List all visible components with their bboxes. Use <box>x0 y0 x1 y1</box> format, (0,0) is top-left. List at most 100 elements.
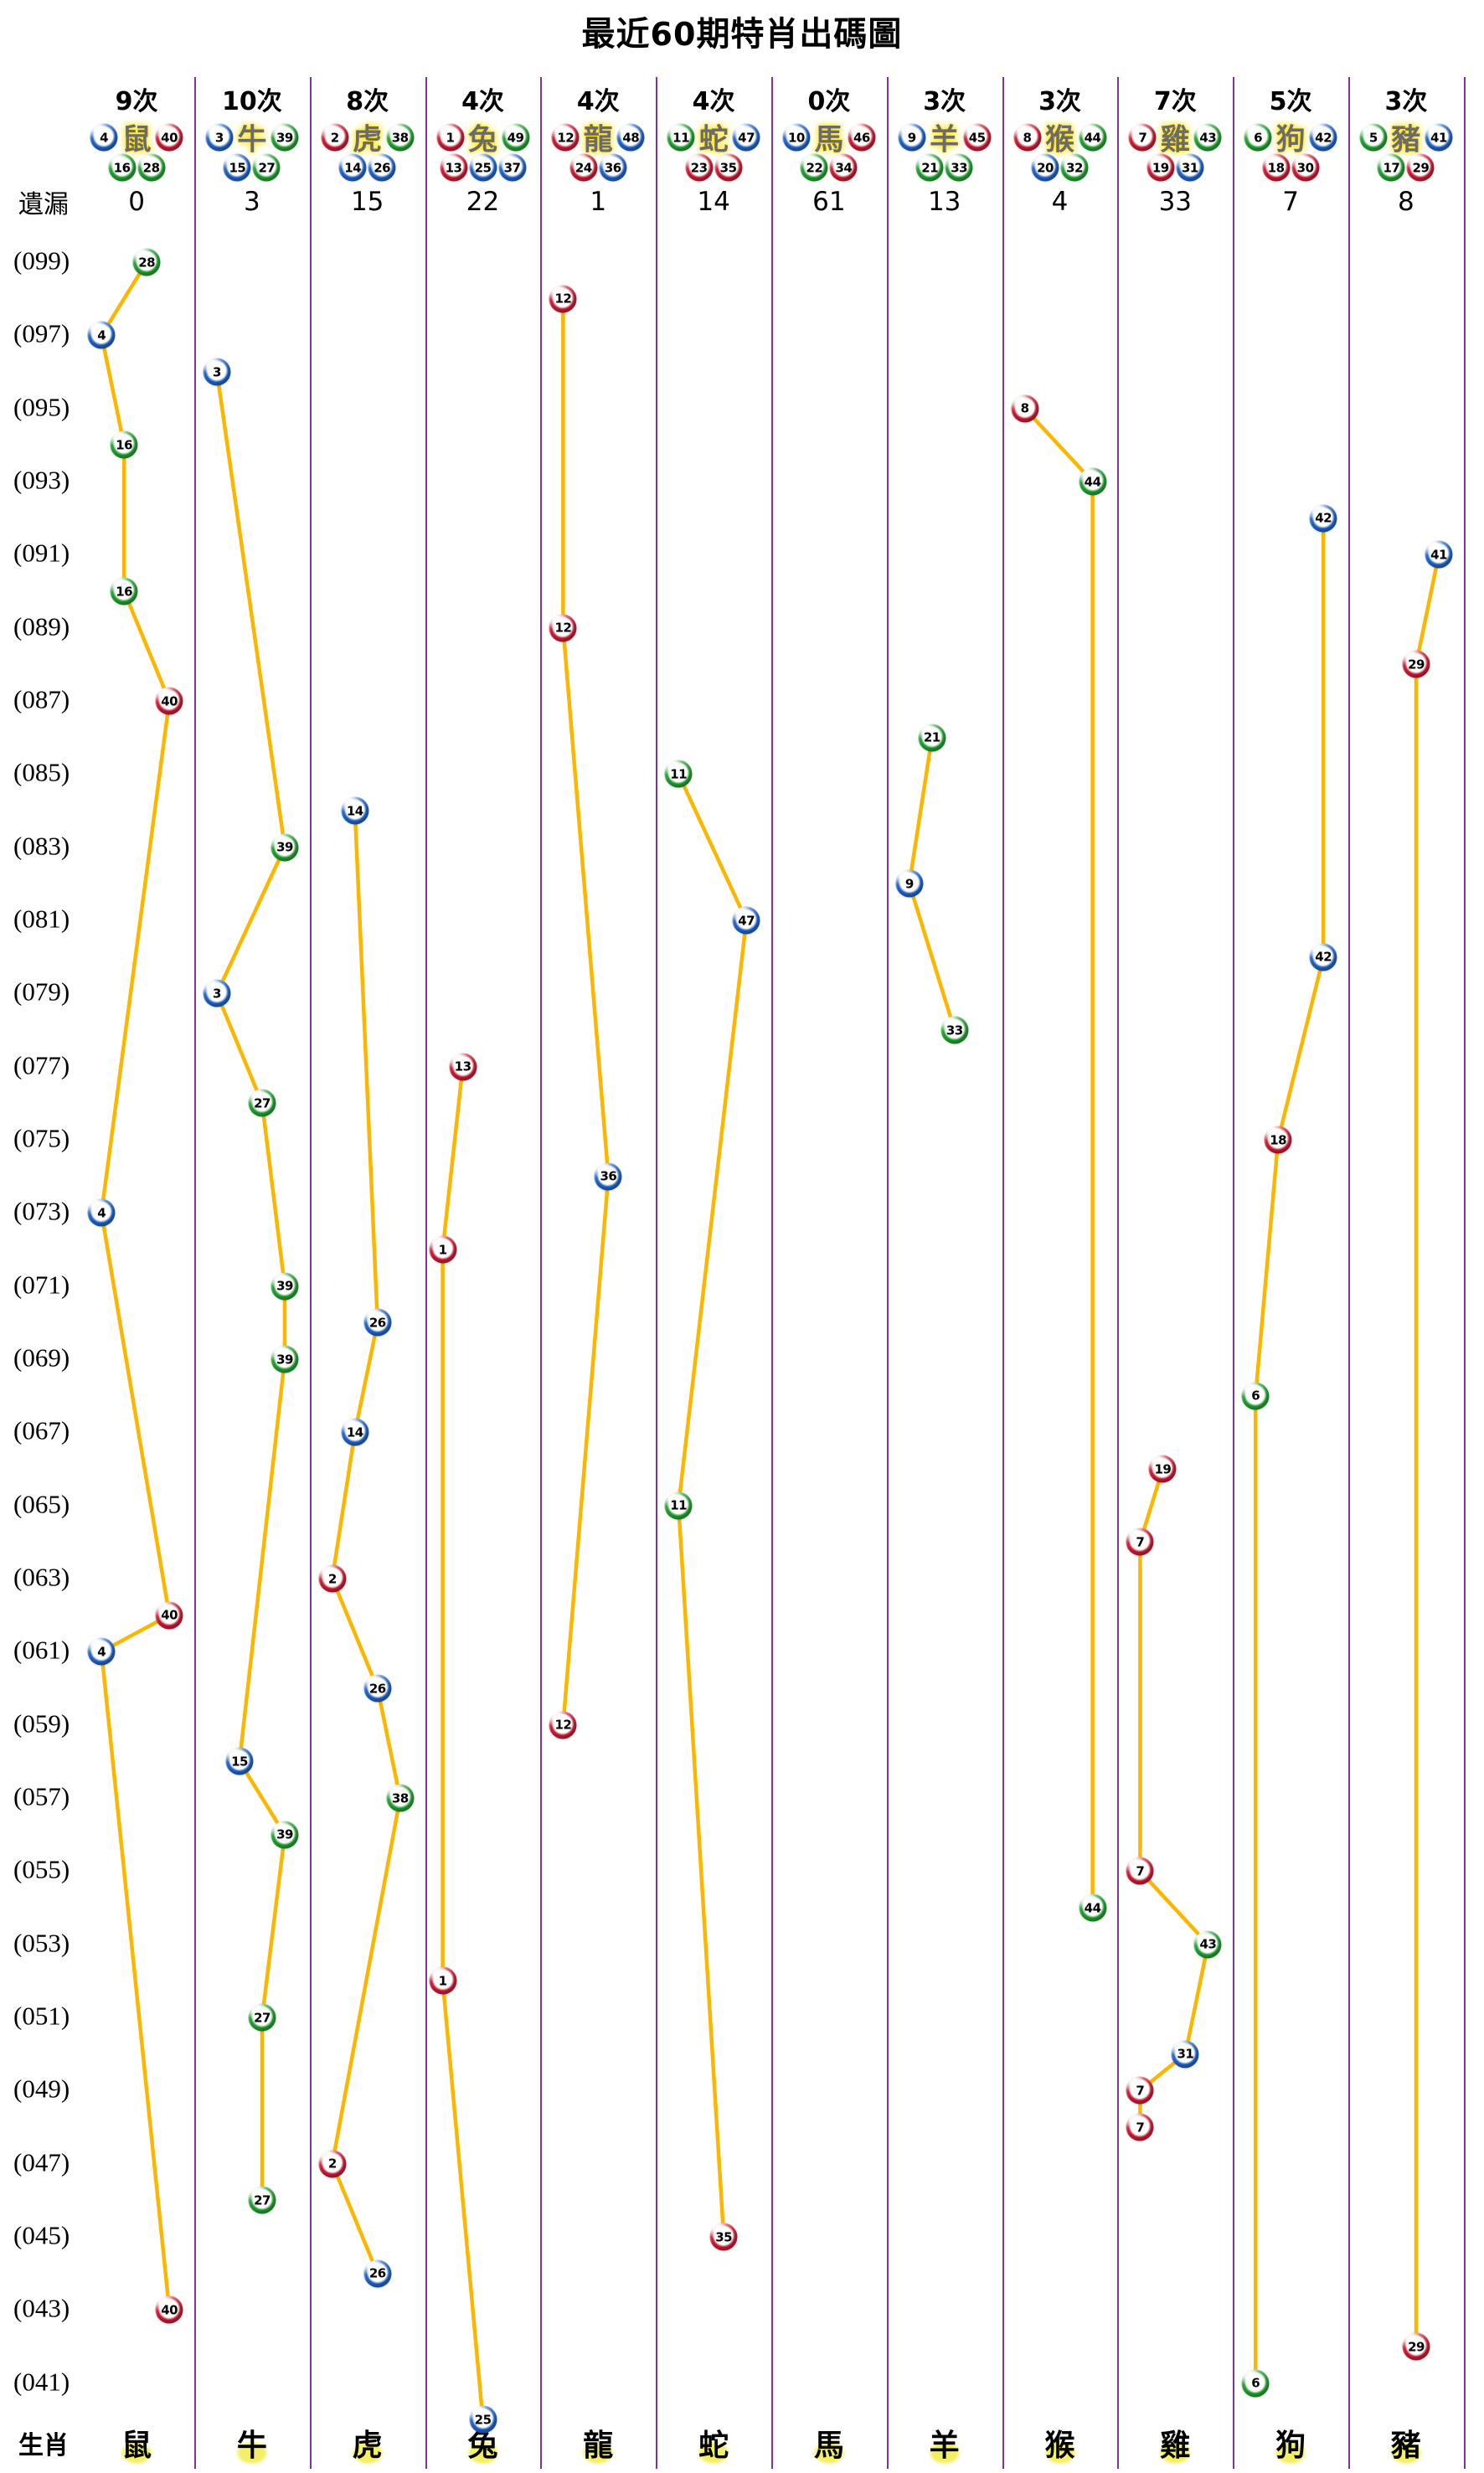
missed-count: 15 <box>350 187 384 217</box>
ball-number: 4 <box>97 327 106 343</box>
period-row-label: (041) <box>13 2367 70 2397</box>
ball-number: 43 <box>1199 130 1217 145</box>
header-ball: 28 <box>137 153 166 182</box>
period-row-label: (059) <box>13 1708 70 1739</box>
ball-number: 6 <box>1254 130 1263 145</box>
appearance-count: 7次 <box>1153 87 1197 116</box>
ball-number: 15 <box>229 160 246 175</box>
draw-ball: 26 <box>363 1308 392 1337</box>
ball-number: 39 <box>276 1352 293 1367</box>
ball-number: 7 <box>1136 1863 1145 1879</box>
ball-number: 1 <box>438 1242 447 1257</box>
ball-number: 35 <box>715 2229 733 2245</box>
draw-ball: 39 <box>271 833 299 862</box>
header-ball: 26 <box>368 153 396 182</box>
ball-number: 44 <box>1084 474 1101 489</box>
column-separator <box>1117 77 1120 2469</box>
header-ball: 31 <box>1176 153 1204 182</box>
ball-number: 21 <box>923 729 940 745</box>
appearance-count: 4次 <box>692 87 735 116</box>
period-row-label: (095) <box>13 392 70 422</box>
header-ball: 33 <box>945 153 973 182</box>
zodiac-name: 豬 <box>1391 123 1421 157</box>
header-ball: 22 <box>800 153 828 182</box>
ball-number: 13 <box>454 1059 471 1074</box>
header-ball: 43 <box>1193 123 1222 152</box>
draw-ball: 16 <box>110 577 138 605</box>
period-row-label: (071) <box>13 1270 70 1300</box>
zodiac-footer-name: 猴 <box>1033 2418 1087 2468</box>
draw-ball: 27 <box>248 2186 276 2214</box>
column-separator <box>771 77 773 2469</box>
ball-number: 18 <box>1267 160 1285 175</box>
draw-ball: 38 <box>386 1784 415 1812</box>
draw-ball: 7 <box>1126 2113 1154 2141</box>
missed-count: 61 <box>812 187 846 217</box>
ball-number: 38 <box>391 1790 409 1806</box>
draw-ball: 26 <box>363 1674 392 1703</box>
appearance-count: 10次 <box>222 87 282 116</box>
header-ball: 19 <box>1146 153 1175 182</box>
header-ball: 21 <box>915 153 944 182</box>
appearance-count: 3次 <box>1038 87 1081 116</box>
ball-number: 19 <box>1152 160 1169 175</box>
ball-number: 47 <box>738 913 755 928</box>
zodiac-footer-name: 羊 <box>917 2418 971 2468</box>
ball-number: 6 <box>1251 1388 1260 1404</box>
zodiac-footer-name: 牛 <box>224 2418 279 2468</box>
ball-number: 12 <box>554 291 572 307</box>
column-separator <box>1002 77 1004 2469</box>
header-ball: 1 <box>436 123 464 152</box>
ball-number: 41 <box>1430 130 1447 145</box>
trend-line <box>330 808 403 2275</box>
header-ball: 7 <box>1128 123 1157 152</box>
ball-number: 2 <box>327 1571 337 1586</box>
ball-number: 47 <box>738 130 755 145</box>
draw-ball: 27 <box>248 1089 276 1117</box>
draw-ball: 29 <box>1402 2332 1430 2361</box>
title-prefix: 最近 <box>581 15 651 53</box>
header-ball: 5 <box>1359 123 1388 152</box>
header-ball: 9 <box>898 123 926 152</box>
ball-number: 11 <box>670 766 688 782</box>
header-ball: 11 <box>667 123 695 152</box>
ball-number: 14 <box>346 803 363 818</box>
draw-ball: 4 <box>87 321 116 349</box>
column-separator <box>1348 77 1350 2469</box>
period-row-label: (075) <box>13 1123 70 1153</box>
period-row-label: (073) <box>13 1196 70 1226</box>
draw-ball: 12 <box>549 614 577 642</box>
header-ball: 44 <box>1079 123 1106 152</box>
column-separator <box>425 77 427 2469</box>
header-ball: 34 <box>829 153 858 182</box>
ball-number: 3 <box>213 364 221 379</box>
draw-ball: 47 <box>732 906 760 935</box>
header-ball: 45 <box>963 123 992 152</box>
draw-ball: 41 <box>1425 540 1453 569</box>
header-ball: 18 <box>1262 153 1291 182</box>
zodiac-footer-name: 蛇 <box>687 2418 741 2468</box>
ball-number: 16 <box>116 437 133 453</box>
draw-ball: 35 <box>709 2223 738 2251</box>
ball-number: 30 <box>1296 160 1314 175</box>
header-ball: 29 <box>1406 153 1435 182</box>
draw-ball: 25 <box>469 2405 497 2434</box>
ball-number: 26 <box>374 160 391 175</box>
ball-number: 12 <box>554 1717 572 1733</box>
header-ball: 49 <box>502 123 529 152</box>
ball-number: 29 <box>1408 657 1425 672</box>
zodiac-footer-name: 鼠 <box>110 2418 164 2468</box>
zodiac-name: 龍 <box>583 123 613 157</box>
appearance-count: 3次 <box>1384 87 1428 116</box>
missed-count: 14 <box>697 187 730 217</box>
draw-ball: 3 <box>203 358 231 386</box>
zodiac-footer-name: 狗 <box>1264 2418 1318 2468</box>
missed-count: 1 <box>590 187 607 217</box>
appearance-count: 4次 <box>576 87 620 116</box>
period-row-label: (057) <box>13 1781 70 1811</box>
header-ball: 41 <box>1425 123 1453 152</box>
trend-line <box>214 369 287 2203</box>
zodiac-name: 羊 <box>930 123 960 157</box>
column-separator <box>1463 77 1466 2469</box>
header-ball: 30 <box>1291 153 1320 182</box>
